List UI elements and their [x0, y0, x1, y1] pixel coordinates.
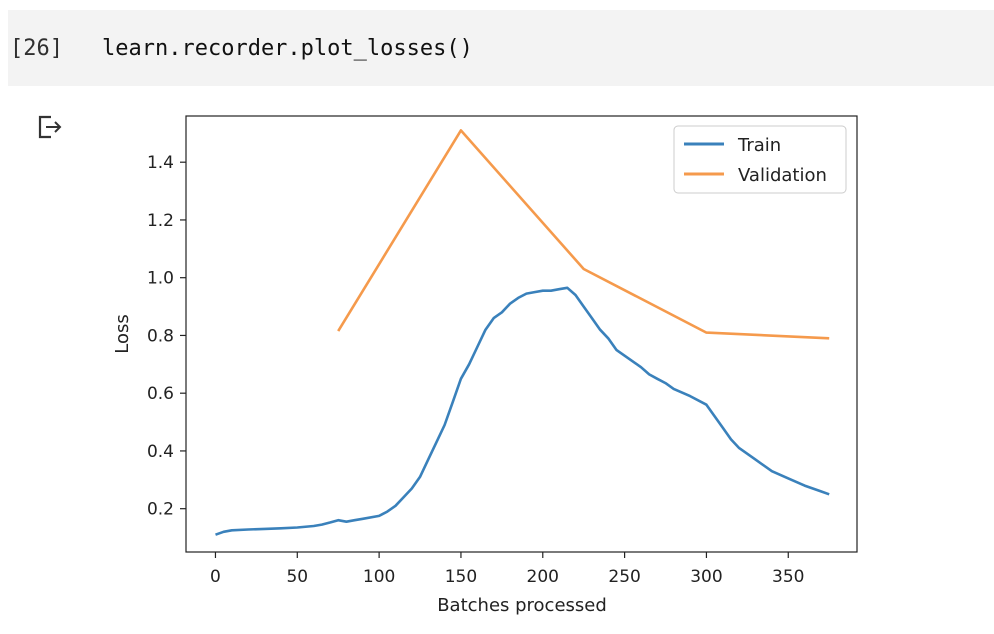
x-tick-label: 350: [772, 567, 804, 587]
output-redirect-icon[interactable]: [36, 113, 64, 141]
y-tick-label: 1.2: [147, 211, 174, 231]
x-axis-label: Batches processed: [437, 595, 607, 616]
y-tick-label: 0.6: [147, 384, 174, 404]
x-tick-label: 50: [286, 567, 308, 587]
code-cell[interactable]: [8, 10, 994, 86]
y-tick-label: 0.2: [147, 500, 174, 520]
x-tick-label: 200: [527, 567, 559, 587]
series-line-validation: [337, 129, 830, 340]
x-tick-label: 100: [363, 567, 395, 587]
x-tick-label: 300: [690, 567, 722, 587]
y-tick-label: 1.4: [147, 153, 174, 173]
plot-frame: [185, 115, 858, 553]
execution-count: [26]: [10, 36, 63, 61]
y-tick-label: 0.4: [147, 442, 174, 462]
y-axis-label: Loss: [112, 314, 133, 353]
y-tick-label: 0.8: [147, 326, 174, 346]
y-tick-label: 1.0: [147, 269, 174, 289]
x-tick-label: 0: [210, 567, 221, 587]
x-tick-label: 250: [608, 567, 640, 587]
legend-label-train: Train: [737, 135, 781, 156]
legend-label-validation: Validation: [738, 165, 827, 186]
series-line-train: [215, 286, 830, 536]
code-input[interactable]: learn.recorder.plot_losses(): [102, 36, 473, 61]
x-tick-label: 150: [445, 567, 477, 587]
legend: Train Validation: [673, 125, 847, 194]
